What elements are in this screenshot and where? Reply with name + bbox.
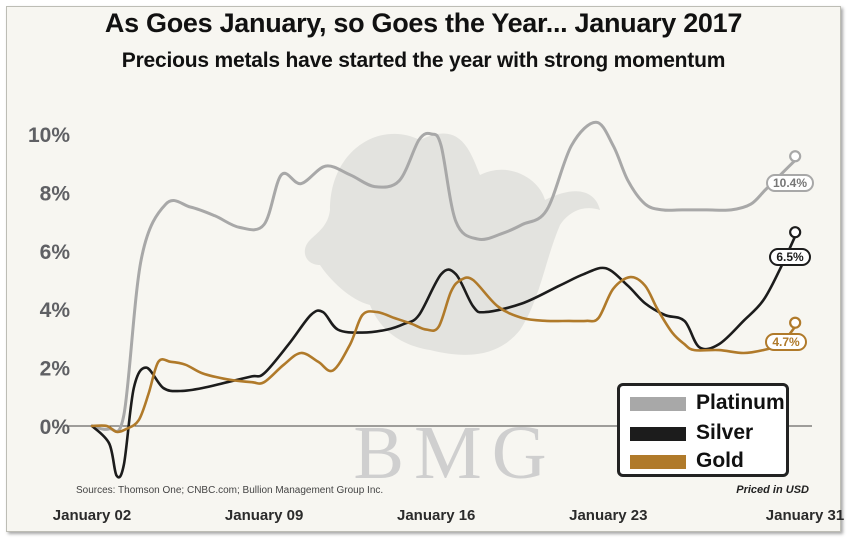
plot-series: 10.4% 6.5% 4.7%	[90, 120, 814, 479]
platinum-swatch	[630, 397, 686, 411]
y-tick-label: 4%	[40, 299, 71, 322]
y-tick-label: 6%	[40, 241, 71, 264]
x-tick-label: January 23	[569, 507, 647, 524]
platinum-end-label: 10.4%	[773, 176, 807, 190]
x-tick-label: January 02	[53, 507, 131, 524]
platinum-end-label-box	[766, 174, 814, 192]
silver-end-label-box	[769, 248, 811, 266]
griffin-logo-icon	[304, 133, 600, 355]
silver-end-marker	[789, 226, 802, 239]
x-tick-label: January 09	[225, 507, 303, 524]
currency-note: Priced in USD	[736, 484, 809, 496]
legend-label-platinum: Platinum	[696, 391, 785, 414]
legend: Platinum Silver Gold	[617, 383, 789, 477]
silver-swatch	[630, 427, 686, 441]
platinum-end-marker	[789, 150, 802, 163]
gold-swatch	[630, 455, 686, 469]
chart-subtitle: Precious metals have started the year wi…	[121, 49, 726, 72]
legend-label-silver: Silver	[696, 421, 754, 444]
watermark-text: BMG	[353, 411, 556, 495]
gold-end-marker	[789, 316, 802, 329]
gold-end-label: 4.7%	[772, 335, 800, 349]
x-axis: January 02 January 09 January 16 January 23…	[53, 507, 844, 524]
y-tick-label: 0%	[40, 416, 71, 439]
x-tick-label: January 31	[766, 507, 844, 524]
chart-title: As Goes January, so Goes the Year... Jan…	[104, 8, 743, 38]
silver-end-label: 6.5%	[776, 250, 804, 264]
y-tick-label: 8%	[40, 182, 71, 205]
silver-line	[90, 234, 797, 479]
gold-end-label-box	[765, 333, 807, 351]
legend-label-gold: Gold	[696, 449, 744, 472]
y-axis: 10% 8% 6% 4% 2% 0%	[28, 124, 70, 439]
x-tick-label: January 16	[397, 507, 475, 524]
gold-line	[90, 275, 797, 434]
source-note: Sources: Thomson One; CNBC.com; Bullion …	[76, 485, 384, 496]
y-tick-label: 2%	[40, 358, 71, 381]
y-tick-label: 10%	[28, 124, 70, 147]
platinum-line	[90, 120, 797, 433]
bmg-watermark: BMG	[304, 133, 600, 495]
